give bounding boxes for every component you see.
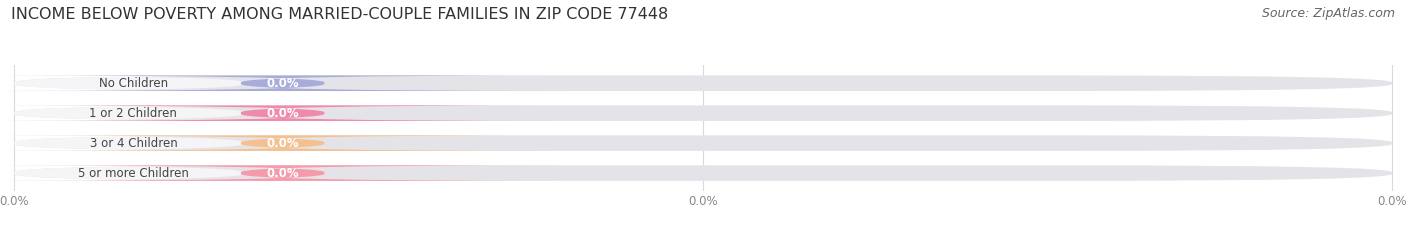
FancyBboxPatch shape bbox=[0, 135, 567, 151]
Text: No Children: No Children bbox=[98, 77, 167, 90]
FancyBboxPatch shape bbox=[0, 105, 567, 121]
Text: 5 or more Children: 5 or more Children bbox=[77, 167, 188, 180]
FancyBboxPatch shape bbox=[14, 105, 1392, 121]
Text: 0.0%: 0.0% bbox=[266, 167, 299, 180]
Text: 0.0%: 0.0% bbox=[266, 137, 299, 150]
FancyBboxPatch shape bbox=[14, 165, 1392, 181]
FancyBboxPatch shape bbox=[0, 75, 567, 91]
Text: 3 or 4 Children: 3 or 4 Children bbox=[90, 137, 177, 150]
Text: Source: ZipAtlas.com: Source: ZipAtlas.com bbox=[1261, 7, 1395, 20]
FancyBboxPatch shape bbox=[0, 135, 340, 151]
Text: INCOME BELOW POVERTY AMONG MARRIED-COUPLE FAMILIES IN ZIP CODE 77448: INCOME BELOW POVERTY AMONG MARRIED-COUPL… bbox=[11, 7, 668, 22]
FancyBboxPatch shape bbox=[0, 165, 567, 181]
Text: 0.0%: 0.0% bbox=[266, 77, 299, 90]
FancyBboxPatch shape bbox=[0, 165, 340, 181]
FancyBboxPatch shape bbox=[14, 135, 1392, 151]
FancyBboxPatch shape bbox=[14, 75, 1392, 91]
FancyBboxPatch shape bbox=[0, 75, 340, 91]
Text: 1 or 2 Children: 1 or 2 Children bbox=[90, 107, 177, 120]
Text: 0.0%: 0.0% bbox=[266, 107, 299, 120]
FancyBboxPatch shape bbox=[0, 105, 340, 121]
